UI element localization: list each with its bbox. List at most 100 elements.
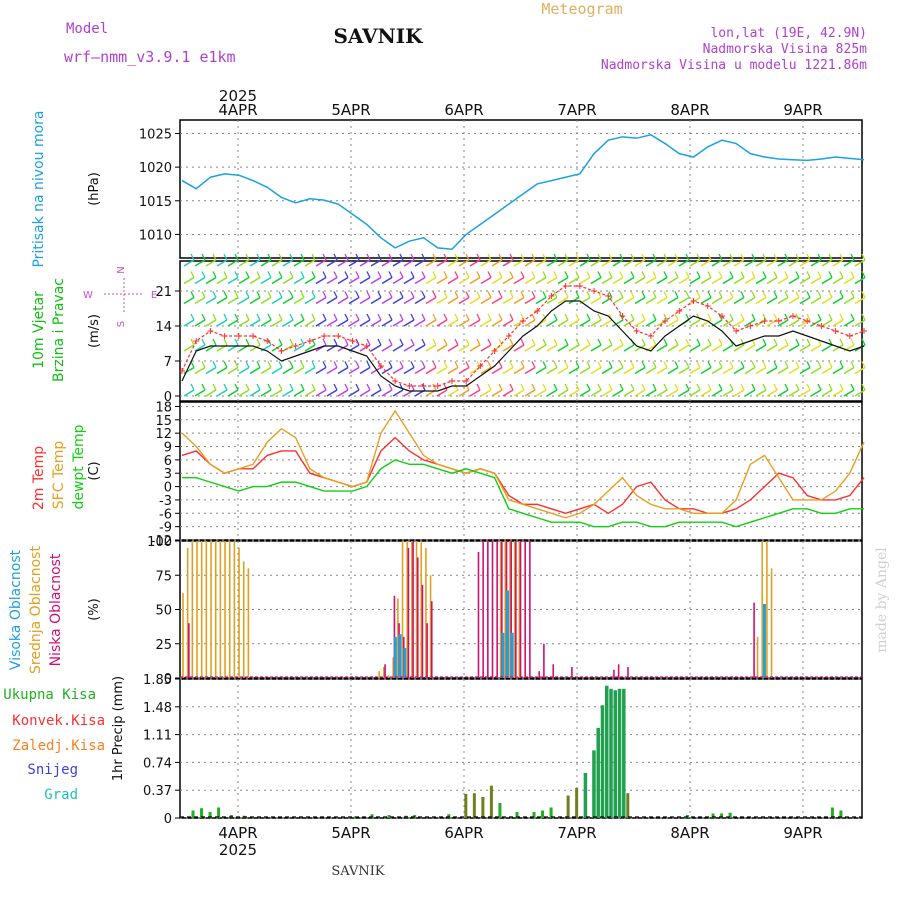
wind-barb-flag <box>586 291 591 298</box>
wind-barb-flag <box>784 313 789 321</box>
wind-barb-flag <box>410 291 415 298</box>
wind-barb-flag <box>795 291 800 298</box>
temperature-ytick-label: 3 <box>164 467 172 482</box>
wind-ytick-label: 21 <box>155 285 172 300</box>
wind-barb-flag <box>267 383 272 391</box>
wind-barb <box>590 389 602 397</box>
wind-barb-flag <box>806 271 811 278</box>
wind-barb-flag <box>333 361 338 368</box>
wind-barb-flag <box>476 313 481 321</box>
wind-barb-flag <box>432 291 437 298</box>
wind-barb <box>557 296 569 305</box>
precip-bar <box>600 705 605 818</box>
wind-barb-flag <box>366 338 371 346</box>
wind-barb <box>843 319 855 327</box>
precip-bar <box>617 688 622 818</box>
wind-barb-flag <box>641 383 646 391</box>
wind-barb <box>579 259 591 267</box>
wind-barb <box>524 319 536 327</box>
wind-barb-flag <box>300 383 305 391</box>
wind-barb <box>414 344 426 352</box>
wind-barb <box>700 296 712 305</box>
wind-barb-flag <box>212 361 217 368</box>
wind-barb-flag <box>245 383 250 391</box>
wind-barb <box>282 366 294 375</box>
wind-barb <box>293 319 305 327</box>
wind-barb <box>337 259 349 267</box>
wind-barb-flag <box>674 271 679 278</box>
wind-barb <box>216 389 228 397</box>
wind-barb <box>447 319 459 327</box>
wind-barb-flag <box>575 313 580 321</box>
wind-barb <box>557 276 569 285</box>
wind-barb-flag <box>850 291 855 298</box>
wind-barb <box>414 296 426 305</box>
wind-barb <box>810 296 822 305</box>
wind-barb <box>260 389 272 397</box>
wind-barb <box>304 259 316 267</box>
wind-barb <box>249 319 261 327</box>
wind-barb <box>722 296 734 305</box>
wind-barb <box>381 259 393 267</box>
wind-barb-flag <box>718 271 723 278</box>
wind-barb <box>458 296 470 305</box>
wind-barb <box>568 389 580 397</box>
precip-bar <box>613 690 618 818</box>
wind-barb-flag <box>366 383 371 391</box>
wind-barb <box>645 296 657 305</box>
wind-barb <box>491 296 503 305</box>
wind-barb-flag <box>355 271 360 278</box>
wind-barb-flag <box>498 383 503 391</box>
wind-barb-flag <box>388 338 393 346</box>
wind-barb <box>524 344 536 352</box>
wind-barb-flag <box>432 271 437 278</box>
wind-barb-flag <box>267 271 272 278</box>
wind-barb-flag <box>377 291 382 298</box>
wind-barb-flag <box>707 253 712 261</box>
compass-n: N <box>116 266 127 273</box>
wind-barb-flag <box>410 338 415 346</box>
wind-barb <box>634 344 646 352</box>
wind-barb <box>733 259 745 267</box>
wind-barb-flag <box>773 271 778 278</box>
precip-bar <box>370 814 374 818</box>
wind-barb-flag <box>817 313 822 321</box>
wind-barb-flag <box>619 291 624 298</box>
wind-barb-flag <box>322 291 327 298</box>
wind-barb-flag <box>696 313 701 321</box>
wind-barb-flag <box>465 271 470 278</box>
wind-barb-flag <box>619 361 624 368</box>
wind-barb <box>260 259 272 267</box>
wind-units: (m/s) <box>87 314 102 348</box>
wind-barb-flag <box>344 338 349 346</box>
wind-barb-flag <box>333 338 338 346</box>
wind-barb <box>623 389 635 397</box>
wind-barb <box>370 276 382 285</box>
wind-barb-flag <box>465 313 470 321</box>
wind-barb <box>194 344 206 352</box>
wind-barb-flag <box>311 291 316 298</box>
wind-barb <box>557 389 569 397</box>
wind-barb <box>854 389 866 397</box>
wind-barb <box>788 276 800 285</box>
wind-barb-flag <box>201 383 206 391</box>
wind-barb <box>656 344 668 352</box>
wind-barb-flag <box>388 361 393 368</box>
wind-barb <box>337 276 349 285</box>
wind-barb-flag <box>553 383 558 391</box>
wind-barb <box>623 344 635 352</box>
wind-barb-flag <box>828 253 833 261</box>
wind-barb <box>403 276 415 285</box>
wind-barb-flag <box>674 313 679 321</box>
wind-barb-flag <box>751 271 756 278</box>
wind-barb <box>194 389 206 397</box>
wind-barb-flag <box>674 253 679 261</box>
wind-barb-flag <box>542 361 547 368</box>
wind-barb <box>370 389 382 397</box>
wind-barb <box>854 276 866 285</box>
wind-barb-flag <box>663 271 668 278</box>
wind-barb <box>744 344 756 352</box>
wind-barb <box>601 296 613 305</box>
clouds-ytick-label: 0 <box>164 672 172 687</box>
wind-barb <box>436 319 448 327</box>
